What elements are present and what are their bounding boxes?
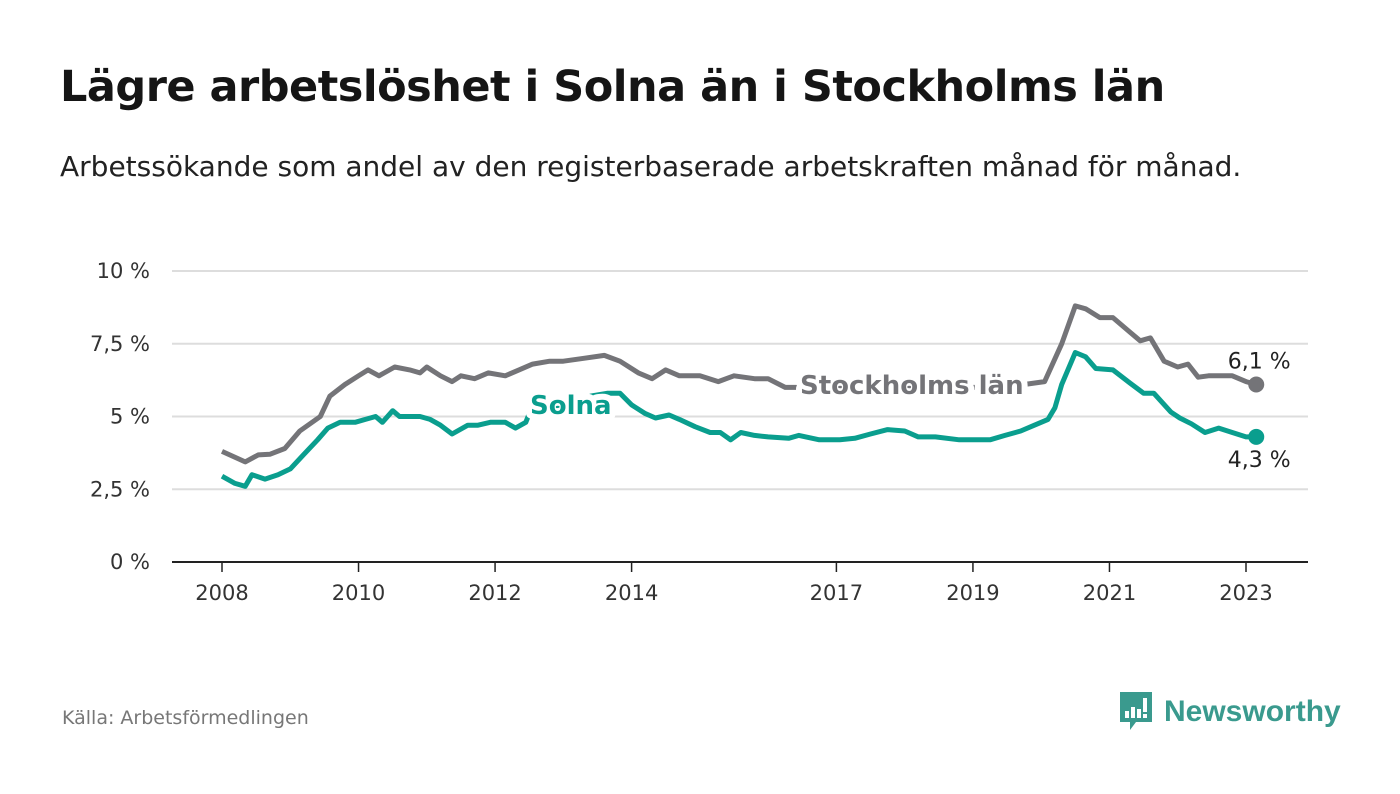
end-value-label: 6,1 % xyxy=(1228,349,1291,374)
end-point-marker xyxy=(1248,428,1265,445)
x-axis-ticks: 2008 2010 2012 2014 2017 2019 2021 2023 xyxy=(195,562,1273,605)
y-tick-label: 0 % xyxy=(110,550,150,574)
y-tick-label: 7,5 % xyxy=(90,332,150,356)
series-lines xyxy=(220,303,1265,489)
x-tick-label: 2021 xyxy=(1083,581,1136,605)
newsworthy-logo[interactable]: Newsworthy xyxy=(1118,690,1341,734)
newsworthy-logo-icon xyxy=(1120,692,1152,730)
y-tick-label: 5 % xyxy=(110,405,150,429)
series-label-solna: Solna xyxy=(530,391,612,421)
chart-subtitle: Arbetssökande som andel av den registerb… xyxy=(60,150,1242,183)
newsworthy-logo-text: Newsworthy xyxy=(1164,695,1341,728)
x-tick-label: 2012 xyxy=(468,581,521,605)
x-tick-label: 2023 xyxy=(1219,581,1272,605)
x-tick-label: 2010 xyxy=(332,581,385,605)
chart-title: Lägre arbetslöshet i Solna än i Stockhol… xyxy=(60,62,1165,112)
x-tick-label: 2017 xyxy=(810,581,863,605)
x-tick-label: 2019 xyxy=(946,581,999,605)
x-tick-label: 2014 xyxy=(605,581,658,605)
gridlines xyxy=(172,270,1308,563)
series-label-stockholm: Stockholms län xyxy=(800,371,1024,401)
x-tick-label: 2008 xyxy=(195,581,248,605)
y-axis-ticks: 0 % 2,5 % 5 % 7,5 % 10 % xyxy=(90,259,150,574)
source-note: Källa: Arbetsförmedlingen xyxy=(62,707,309,729)
y-tick-label: 2,5 % xyxy=(90,477,150,501)
end-value-label: 4,3 % xyxy=(1228,448,1291,473)
end-point-marker xyxy=(1248,376,1265,393)
series-labels: 6,1 % 4,3 % Stockholms län Solna xyxy=(524,349,1291,473)
series-line-stockholm xyxy=(220,303,1257,465)
y-tick-label: 10 % xyxy=(97,259,150,283)
series-line-solna xyxy=(220,350,1257,489)
